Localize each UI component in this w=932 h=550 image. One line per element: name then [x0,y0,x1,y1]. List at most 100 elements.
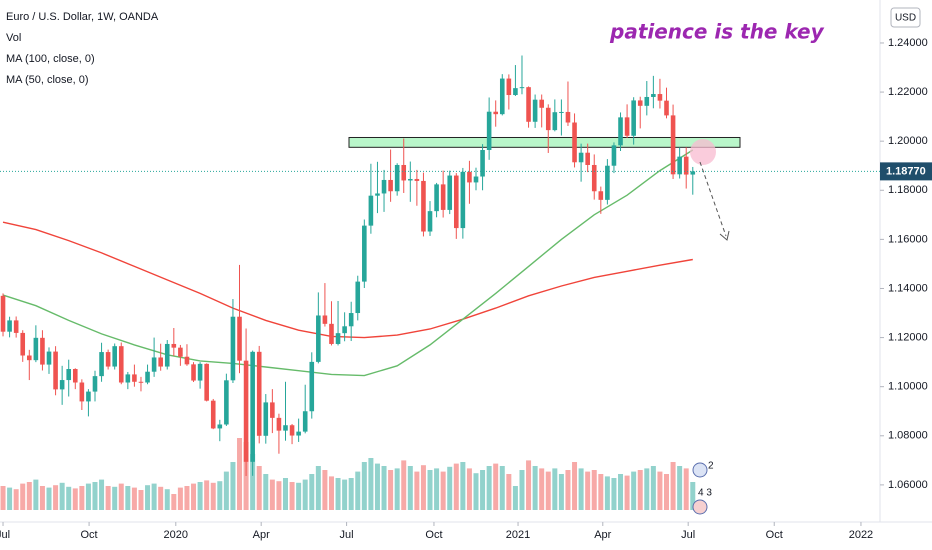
candle-body [355,281,361,314]
candle-body [0,295,6,332]
last-price-box [880,162,932,181]
volume-bar [92,482,98,510]
projection-arrow-head [719,230,730,241]
annotation: patience is the key [609,20,825,44]
volume-bar [125,486,131,510]
volume-bar [112,486,118,510]
x-tick-label: Apr [253,529,270,541]
volume-bar [26,482,32,510]
volume-bar [282,478,288,510]
volume-bar [72,488,78,510]
candle-body [66,369,72,381]
event-label[interactable]: 4 3 [698,488,712,499]
volume-bar [539,468,545,510]
event-label[interactable]: 2 [708,461,714,472]
candle-body [473,176,479,183]
candle-body [388,179,393,192]
highlight-circle [690,139,716,165]
candle-body [624,117,630,136]
volume-bar [118,483,124,510]
candle-body [53,351,58,390]
candle-body [683,156,689,175]
volume-bar [164,489,170,510]
candle-body [585,152,590,165]
volume-bar [39,486,45,510]
volume-bar [657,471,663,510]
candle-body [132,374,137,382]
candle-body [401,164,407,181]
candle-body [578,152,584,163]
volume-bar [79,486,85,510]
candle-body [519,87,525,89]
volume-bar [138,490,144,510]
volume-bar [66,486,72,510]
candle-body [631,100,636,136]
projection-arrow [699,161,727,237]
candle-body [296,431,301,436]
volume-bar [191,483,197,510]
candle-body [99,352,104,377]
candle-body [572,122,577,163]
candle-body [237,316,242,361]
candle-body [394,164,400,192]
candle-body [440,184,446,210]
volume-bar [453,463,459,510]
candle-body [13,320,19,333]
volume-bar [250,454,256,510]
volume-bar [447,466,453,510]
candle-body [309,361,315,412]
volume-bar [348,478,354,510]
volume-bar [151,483,157,510]
volume-bar [237,438,243,510]
candle-body [637,100,643,106]
candle-body [158,357,163,367]
x-tick-label: Oct [81,529,98,541]
volume-bar [204,480,210,510]
candle-body [224,380,229,425]
event-icon[interactable] [692,462,708,478]
indicator-label: MA (100, close, 0) [6,53,95,65]
volume-bar [519,470,525,510]
candle-body [539,99,544,108]
volume-bar [269,479,275,510]
candle-body [513,88,518,96]
x-tick-label: 2022 [849,529,873,541]
volume-bar [197,482,203,510]
y-tick-label: 1.20000 [888,135,928,147]
volume-bar [440,471,446,510]
last-price-label: 1.18770 [886,165,926,177]
volume-bar [565,470,571,510]
volume-bar [604,476,610,510]
candle-body [664,100,669,116]
volume-bar [374,463,380,510]
volume-bar [177,487,183,510]
volume-bar [401,460,407,510]
candle-body [598,191,604,200]
candle-body [283,425,288,431]
volume-bar [394,468,400,510]
candle-body [605,165,610,200]
currency[interactable]: USD [895,13,916,24]
y-tick-label: 1.10000 [888,381,928,393]
candle-body [486,111,492,151]
candle-body [46,351,52,365]
volume-bar [158,486,164,510]
volume-bar [545,471,551,510]
volume-bar [572,462,578,510]
candle-body [506,78,512,96]
candle-body [559,111,564,113]
candle-body [164,343,170,367]
candle-body [493,111,499,115]
volume-bar [368,458,374,510]
currency-box[interactable] [890,7,921,28]
event-icon[interactable] [692,499,708,515]
candle-body [460,171,466,229]
volume-bar [296,482,302,510]
candle-body [59,380,65,390]
volume-bar [322,470,328,510]
volume-bar [355,471,361,510]
volume-bar [381,466,387,510]
candle-body [618,117,623,146]
volume-bar [493,463,499,510]
